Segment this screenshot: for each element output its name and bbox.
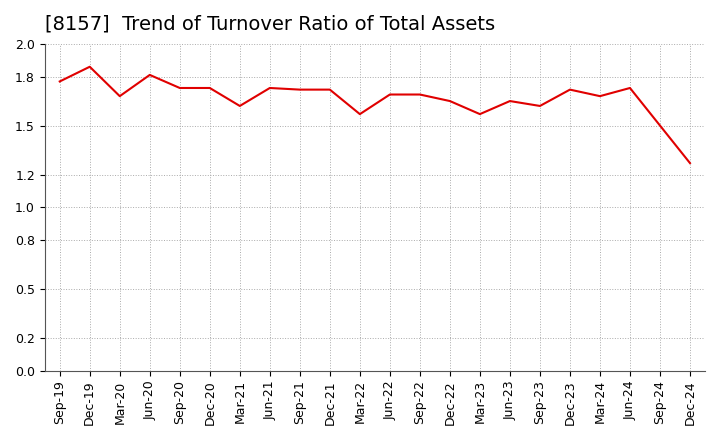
Text: [8157]  Trend of Turnover Ratio of Total Assets: [8157] Trend of Turnover Ratio of Total … [45,15,495,34]
